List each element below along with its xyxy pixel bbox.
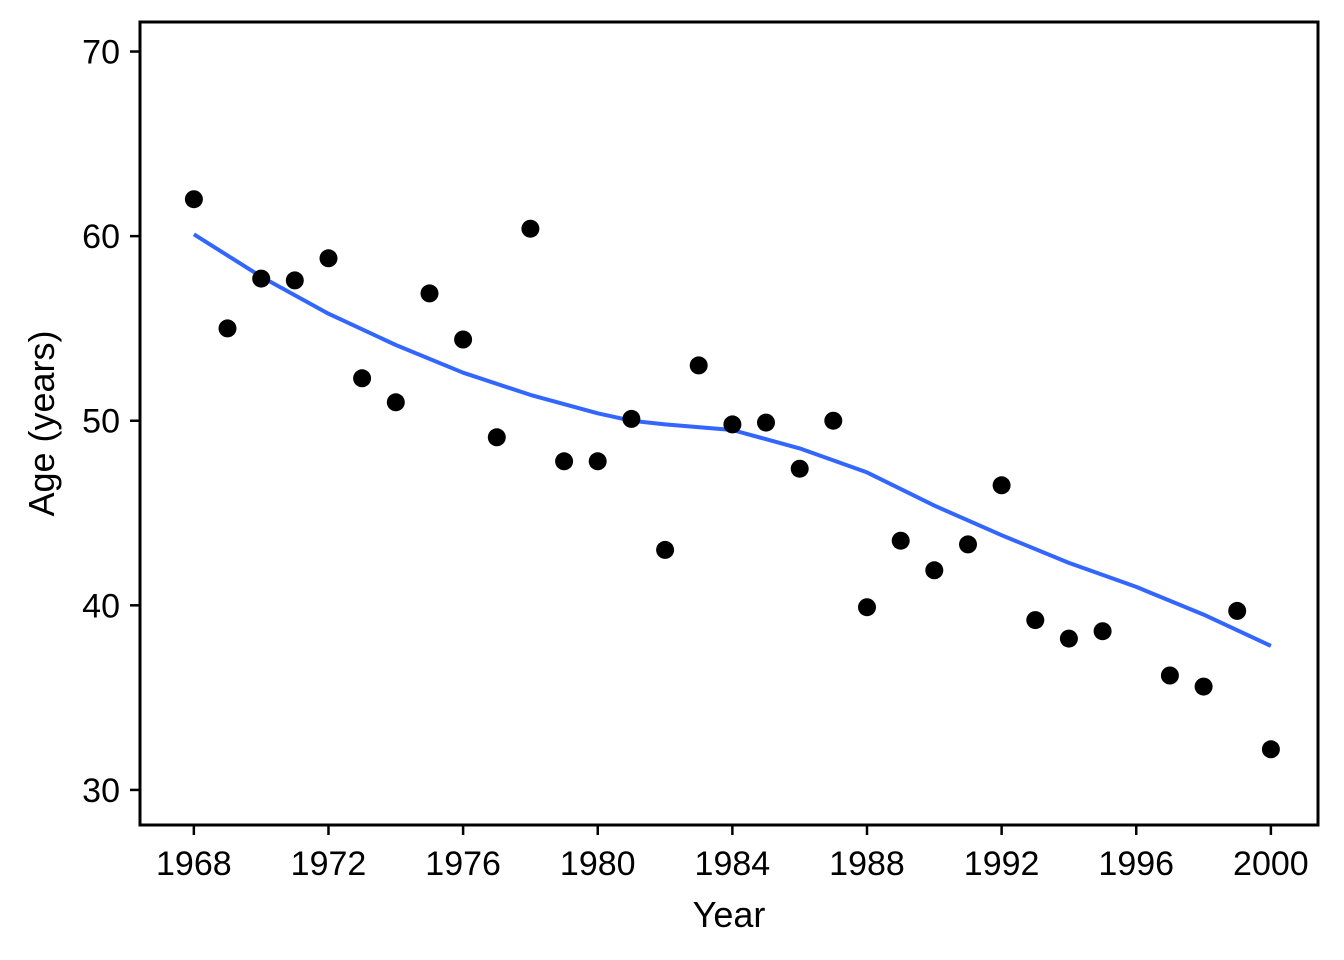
data-point: [824, 411, 843, 430]
data-point: [1026, 611, 1045, 630]
data-point: [1194, 677, 1213, 696]
data-point: [555, 452, 574, 471]
data-point: [959, 535, 977, 554]
x-tick-label: 1988: [829, 845, 905, 883]
x-tick-label: 1968: [156, 845, 232, 883]
data-point: [992, 476, 1011, 495]
x-tick-label: 1980: [560, 845, 636, 883]
data-point: [925, 561, 944, 580]
data-point: [622, 409, 641, 428]
x-tick-label: 1992: [964, 845, 1040, 883]
data-point: [218, 319, 237, 338]
data-point: [184, 190, 203, 209]
x-tick-label: 1976: [425, 845, 501, 883]
data-point: [723, 415, 742, 434]
data-point: [588, 452, 607, 471]
x-tick-label: 1972: [291, 845, 367, 883]
data-point: [386, 393, 405, 412]
data-point: [1093, 622, 1112, 641]
plot-panel-border: [138, 20, 1320, 827]
trend-line: [192, 232, 1272, 648]
x-tick-label: 1996: [1098, 845, 1174, 883]
data-point: [891, 531, 910, 550]
data-point: [1059, 629, 1078, 648]
x-tick-label: 1984: [695, 845, 771, 883]
data-point: [790, 459, 809, 478]
data-point: [757, 413, 775, 432]
data-point: [454, 330, 473, 349]
data-point: [319, 249, 338, 268]
y-tick-label: 50: [82, 403, 120, 441]
data-point: [252, 269, 271, 288]
data-point: [487, 428, 506, 447]
data-point: [521, 219, 540, 238]
data-point: [285, 271, 304, 290]
y-axis-title: Age (years): [21, 330, 62, 516]
data-point: [1228, 601, 1247, 620]
data-point: [656, 540, 675, 559]
x-axis-title: Year: [693, 894, 766, 935]
x-tick-label: 2000: [1233, 845, 1309, 883]
y-tick-label: 70: [82, 34, 120, 72]
data-point: [420, 284, 439, 303]
data-point: [353, 369, 372, 388]
data-point: [1160, 666, 1179, 685]
y-tick-label: 40: [82, 587, 120, 625]
data-point: [858, 598, 876, 617]
data-point: [689, 356, 708, 375]
data-point: [1261, 740, 1280, 759]
y-tick-label: 60: [82, 218, 120, 256]
y-tick-label: 30: [82, 772, 120, 810]
